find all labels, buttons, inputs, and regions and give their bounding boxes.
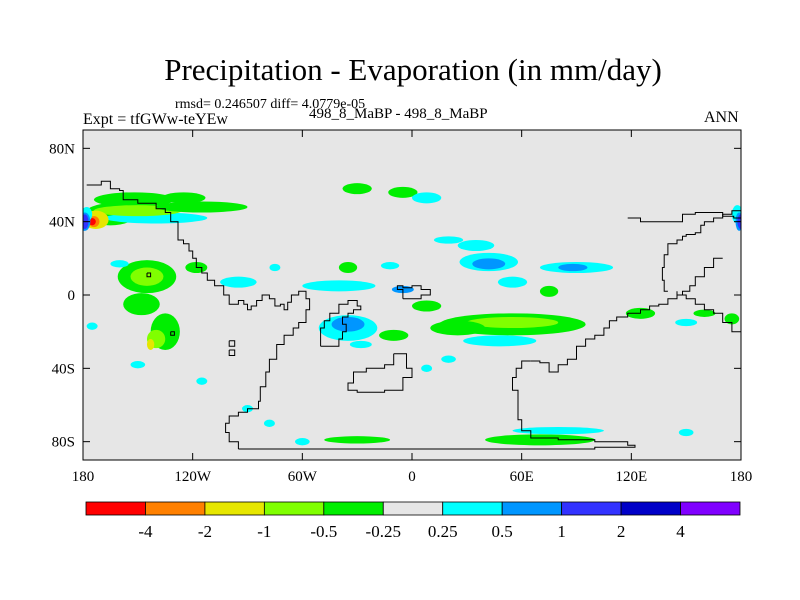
lon-tick-label: 120W [174, 469, 212, 485]
island-d [170, 331, 175, 336]
colorbar-swatch [263, 501, 325, 516]
anomaly-ant-green-2 [485, 434, 595, 446]
colorbar-label: -0.5 [310, 522, 337, 541]
anomaly-ant-cyan-3 [295, 438, 310, 446]
stats-label: rmsd= 0.246507 diff= 4.0779e-05 [175, 97, 366, 112]
coastline-east-island [320, 300, 362, 347]
colorbar-swatch [561, 501, 622, 516]
anomaly-trop-cyan-3 [269, 263, 281, 272]
lon-tick-label: 120E [615, 469, 647, 485]
lon-tick-label: 180 [730, 469, 753, 485]
island-a [146, 272, 152, 278]
anomaly-trop-green-3 [338, 262, 358, 273]
anomaly-ant-green-1 [324, 436, 391, 444]
anomaly-ant-cyan-2 [678, 428, 694, 437]
anomaly-ind-cyan-1 [433, 236, 464, 244]
anomaly-trop-cyan-1 [220, 276, 257, 288]
anomaly-coast-w-yellow [146, 339, 155, 350]
anomaly-sp-cyan-4 [441, 355, 456, 363]
coastline-far-east [627, 212, 741, 223]
anomaly-trop-cyan-2 [110, 260, 129, 268]
anomaly-np-west-red [88, 218, 96, 226]
anomaly-south-cyan-3 [263, 419, 275, 428]
lat-tick-label: 0 [68, 288, 76, 304]
anomaly-ind-lblue-1 [472, 258, 506, 270]
anomaly-mid-cyan-1 [302, 280, 376, 292]
anomaly-coast-w-cyan-1 [130, 361, 146, 369]
anomaly-ant-cyan-1 [512, 427, 604, 435]
anomaly-ind-cyan-5 [497, 276, 528, 288]
anomaly-np-east-cyan [342, 183, 372, 195]
colorbar-swatch [382, 501, 444, 516]
anomaly-sp-cyan-5 [421, 364, 433, 373]
colorbar-label: 2 [617, 522, 626, 541]
lon-tick-label: 0 [408, 469, 416, 485]
season-label: ANN [704, 109, 739, 126]
anomaly-coast-w-green-2 [123, 293, 160, 316]
colorbar-label: -2 [198, 522, 212, 541]
lon-tick-label: 180 [72, 469, 95, 485]
colorbar-label: 1 [557, 522, 566, 541]
anomaly-atl-n-green [388, 186, 418, 198]
lat-tick-label: 40N [49, 215, 75, 231]
anomaly-ind-green-1 [539, 285, 559, 297]
coastline-antarctica [238, 360, 636, 450]
colorbar-swatch [85, 501, 146, 516]
colorbar-label: -0.25 [366, 522, 401, 541]
anomaly-ind-lblue-2 [558, 263, 588, 272]
colorbar-label: -4 [138, 522, 153, 541]
colorbar-label: -1 [257, 522, 271, 541]
colorbar-swatch [442, 501, 503, 516]
anomaly-sp-cyan-6 [675, 318, 698, 327]
anomaly-sp-cyan-3 [463, 335, 537, 347]
coastline-inland-sea [347, 353, 413, 393]
lat-tick-label: 40S [52, 361, 75, 377]
map-plot-area [83, 130, 741, 460]
coastline-eastern-continent [661, 208, 741, 292]
experiment-label: Expt = tfGWw-teYEw [83, 111, 228, 128]
anomaly-trop-cyan-4 [380, 262, 400, 270]
anomaly-mid-green-1 [412, 300, 442, 312]
colorbar-swatch [501, 501, 563, 516]
colorbar: -4 -2 -1 -0.5 -0.25 0.25 0.5 1 2 4 [85, 501, 741, 541]
anomaly-sp-green-5 [693, 309, 716, 318]
plot-title: Precipitation - Evaporation (in mm/day) [164, 52, 662, 87]
coastline-layer [86, 180, 741, 450]
coastline-asia-west [676, 257, 723, 296]
anomaly-ind-cyan-3 [457, 240, 495, 251]
anomaly-sp-green-1 [379, 329, 409, 341]
island-c [228, 349, 236, 356]
anomaly-np-wave-2 [161, 192, 206, 204]
lon-tick-label: 60E [510, 469, 534, 485]
anomaly-np-jet-4 [156, 201, 248, 213]
coastline-peninsula [396, 285, 431, 300]
island-b [228, 340, 236, 347]
colorbar-swatch [680, 501, 741, 516]
anomaly-south-cyan-1 [196, 377, 208, 385]
anomaly-coast-w-cyan-2 [86, 322, 98, 330]
anomaly-sp-lgreen-2 [466, 317, 559, 328]
colorbar-label: 0.5 [492, 522, 513, 541]
colorbar-swatch [620, 501, 681, 516]
lon-tick-label: 60W [288, 469, 318, 485]
colorbar-swatch [204, 501, 265, 516]
axis-ticks: 180 120W 60W 0 60E 120E 180 80N 40N 0 40S 80S [49, 130, 752, 485]
colorbar-label: 4 [676, 522, 685, 541]
anomaly-sp-cyan-2 [349, 340, 372, 349]
anomaly-sp-green-6 [724, 313, 740, 325]
colorbar-swatch [323, 501, 384, 516]
anomaly-atl-n-cyan [412, 192, 442, 204]
colorbar-label: 0.25 [428, 522, 458, 541]
coastline-americas [86, 180, 311, 449]
anomaly-sp-green-3 [430, 320, 486, 336]
coastline-south-landmass [530, 294, 741, 373]
anomaly-sp-lblue-1 [331, 317, 365, 332]
lat-tick-label: 80S [52, 435, 75, 451]
colorbar-swatch [145, 501, 206, 516]
case-label: 498_8_MaBP - 498_8_MaBP [309, 106, 488, 122]
lat-tick-label: 80N [49, 141, 75, 157]
